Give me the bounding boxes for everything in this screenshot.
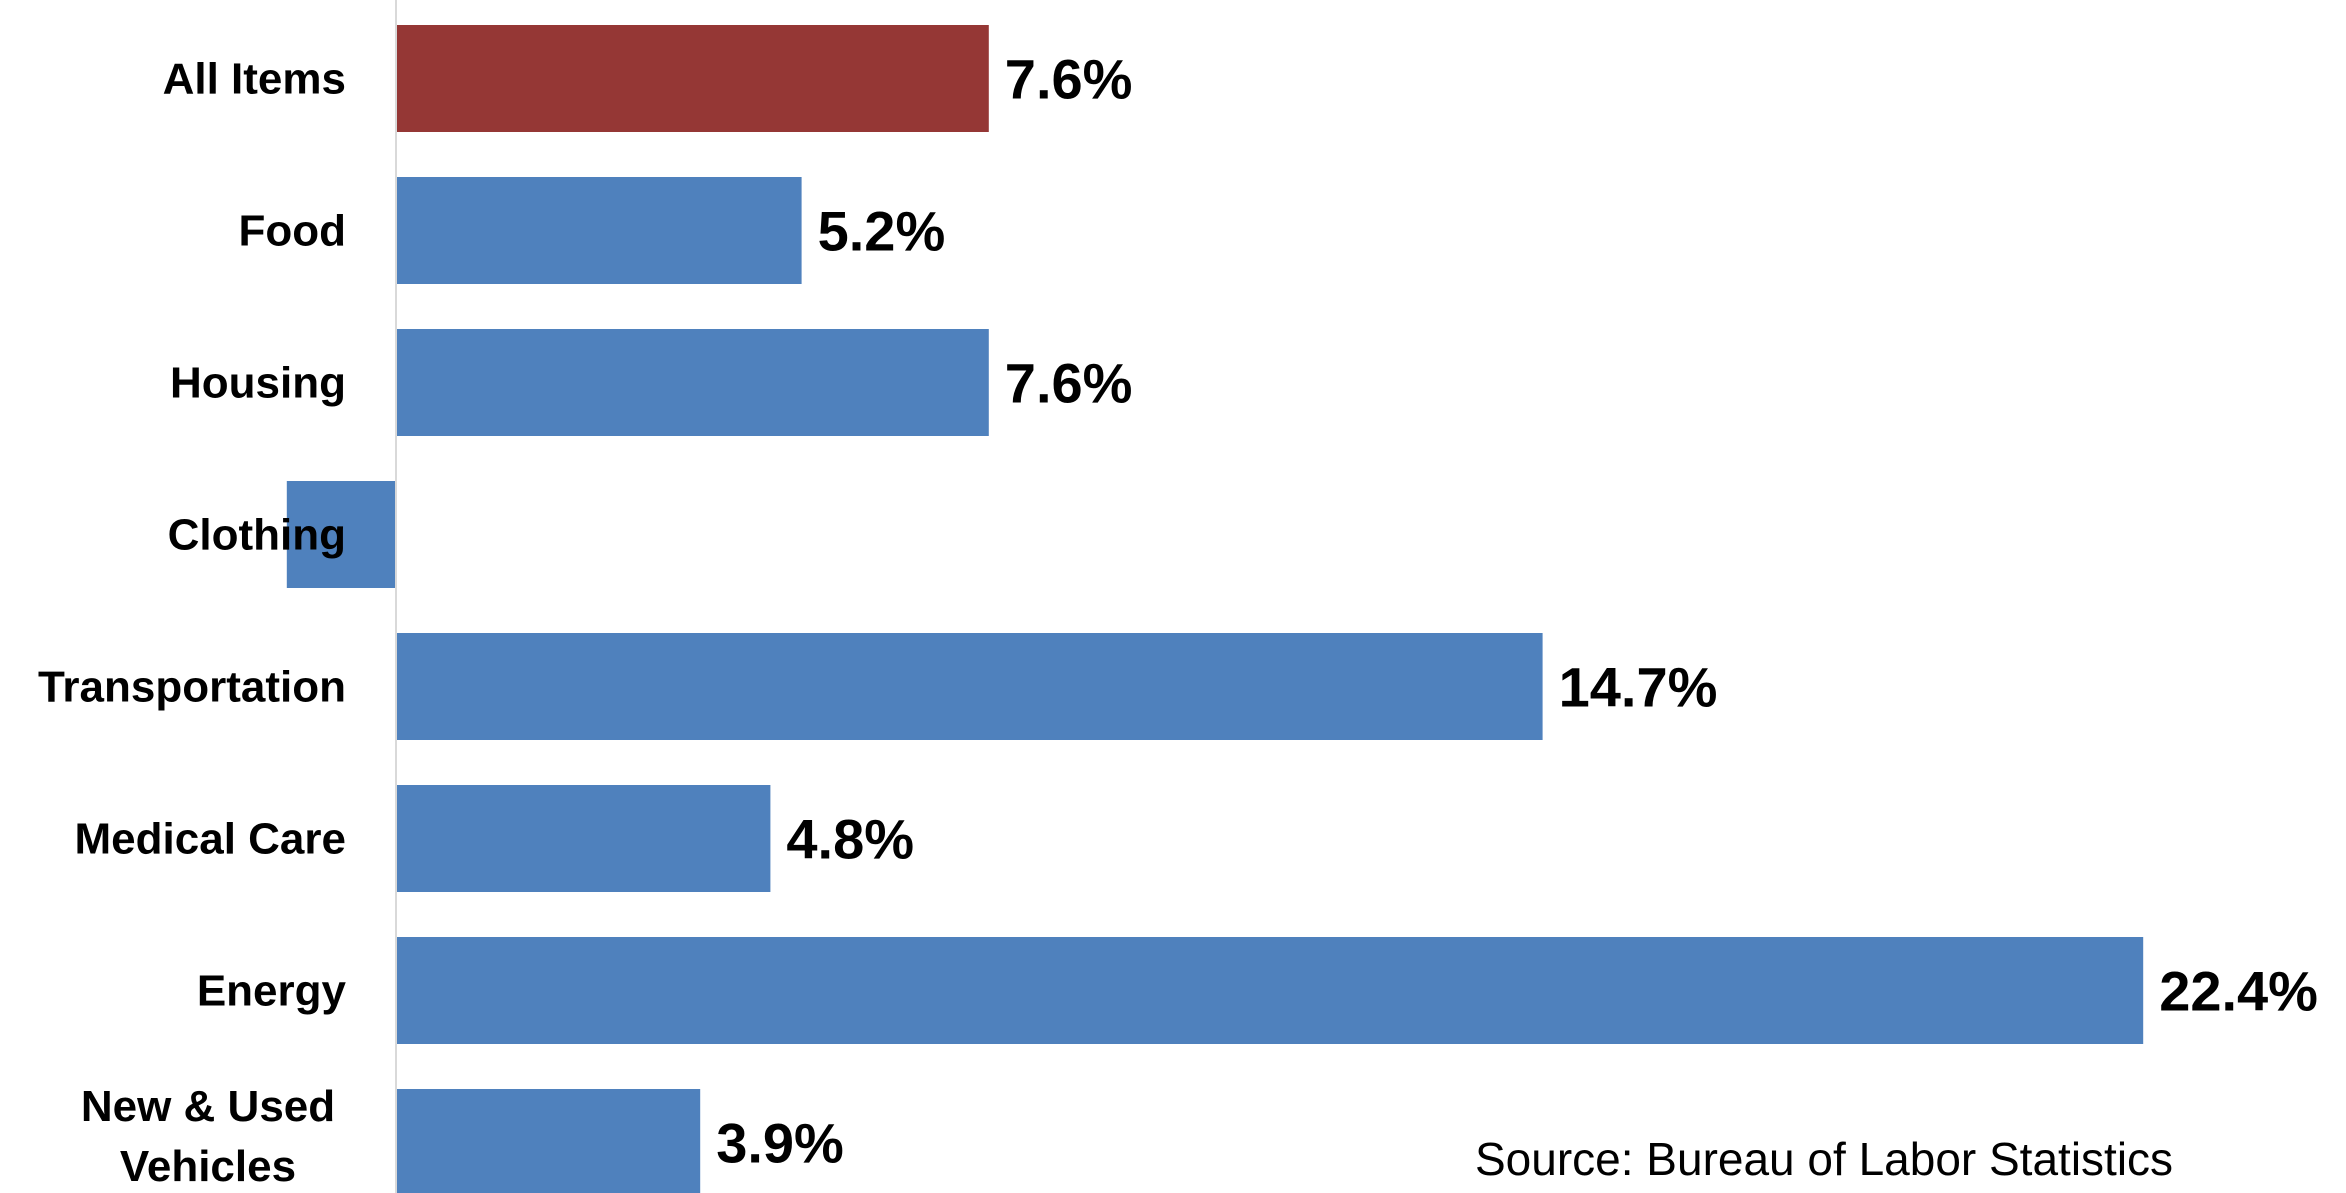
category-label-6: Energy xyxy=(197,967,347,1016)
bar-6 xyxy=(396,937,2144,1044)
bar-5 xyxy=(396,785,771,892)
value-label-1: 5.2% xyxy=(818,200,946,263)
bar-2 xyxy=(396,329,989,436)
category-label-3: Clothing xyxy=(168,511,346,560)
category-labels-group: All Items Food Housing Clothing Transportati… xyxy=(38,55,347,1192)
source-note: Source: Bureau of Labor Statistics xyxy=(1475,1133,2173,1185)
bar-7 xyxy=(396,1089,701,1193)
value-label-6: 22.4% xyxy=(2159,960,2318,1023)
value-label-7: 3.9% xyxy=(716,1112,844,1175)
category-label-5: Medical Care xyxy=(75,815,346,864)
category-label-4: Transportation xyxy=(38,663,346,712)
bars-group xyxy=(286,25,2144,1193)
bar-0 xyxy=(396,25,989,132)
category-label-7: New & Used Vehicles xyxy=(81,1082,335,1191)
category-label-0: All Items xyxy=(163,55,346,104)
category-label-1: Food xyxy=(238,207,346,256)
value-label-5: 4.8% xyxy=(786,808,914,871)
value-label-2: 7.6% xyxy=(1005,352,1133,415)
value-label-4: 14.7% xyxy=(1559,656,1718,719)
bar-4 xyxy=(396,633,1543,740)
bar-3 xyxy=(286,481,396,588)
value-label-0: 7.6% xyxy=(1005,48,1133,111)
category-label-2: Housing xyxy=(170,359,346,408)
bar-1 xyxy=(396,177,802,284)
value-labels-group: 7.6% 5.2% 7.6% 14.7% 4.8% 22.4% 3.9% xyxy=(716,48,2318,1175)
